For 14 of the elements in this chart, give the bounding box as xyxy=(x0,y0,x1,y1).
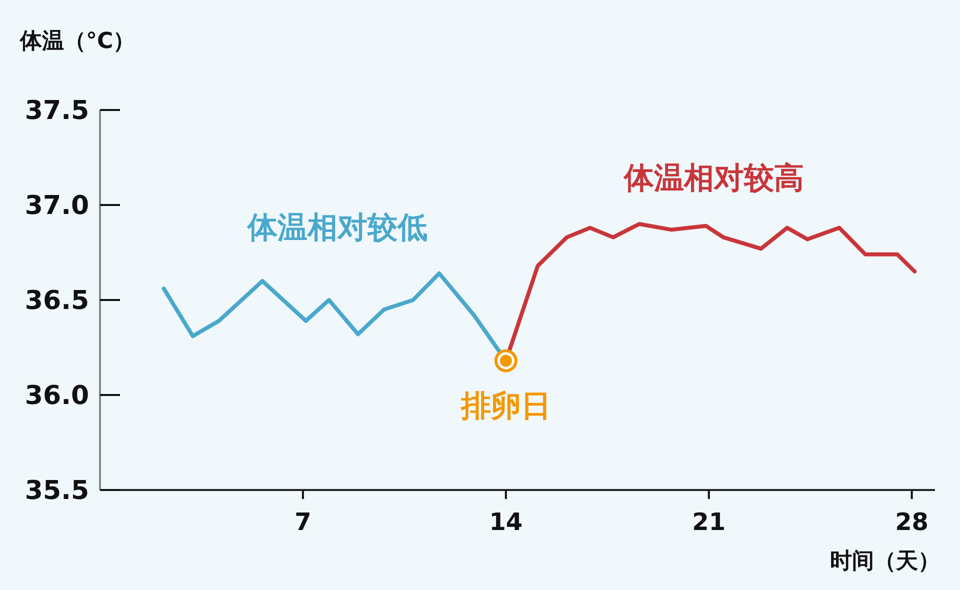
series-label: 排卵日 xyxy=(460,388,551,424)
x-tick-label: 21 xyxy=(692,508,726,536)
x-axis-title: 时间（天） xyxy=(830,549,940,574)
series-label: 体温相对较高 xyxy=(623,161,804,196)
y-tick-label: 37.5 xyxy=(24,96,90,126)
y-tick-label: 36.5 xyxy=(24,286,90,316)
y-tick-label: 36.0 xyxy=(24,381,90,411)
x-tick-label: 14 xyxy=(489,508,523,536)
series-label: 体温相对较低 xyxy=(246,210,428,246)
y-axis-title: 体温（°C） xyxy=(19,29,136,54)
x-tick-label: 28 xyxy=(895,508,929,536)
y-tick-label: 35.5 xyxy=(24,476,90,506)
y-tick-label: 37.0 xyxy=(24,191,90,221)
x-tick-label: 7 xyxy=(294,508,312,536)
